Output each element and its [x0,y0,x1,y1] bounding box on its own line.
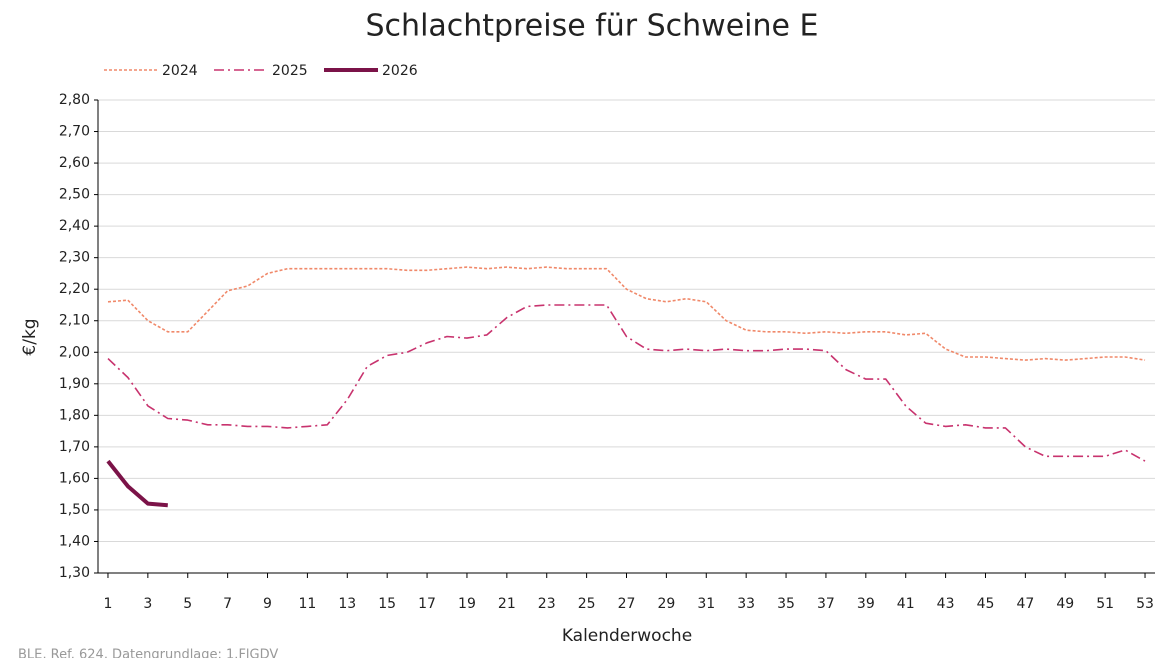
x-tick-label: 43 [937,596,955,612]
y-tick-label: 2,20 [59,281,90,297]
y-tick-label: 2,80 [59,92,90,108]
x-tick-label: 27 [618,596,636,612]
chart-title: Schlachtpreise für Schweine E [366,9,819,44]
y-tick-label: 1,70 [59,439,90,455]
x-tick-label: 21 [498,596,516,612]
x-tick-label: 29 [657,596,675,612]
x-tick-label: 9 [263,596,272,612]
y-tick-label: 1,50 [59,502,90,518]
y-tick-label: 1,80 [59,407,90,423]
series-line [107,266,1146,361]
x-tick-label: 25 [578,596,596,612]
x-tick-label: 35 [777,596,795,612]
x-tick-label: 53 [1136,596,1154,612]
x-tick-label: 31 [697,596,715,612]
x-tick-label: 47 [1016,596,1034,612]
series-line [106,459,168,508]
x-tick-label: 23 [538,596,556,612]
x-tick-label: 1 [104,596,113,612]
y-tick-label: 2,30 [59,250,90,266]
y-tick-label: 2,70 [59,124,90,140]
x-tick-label: 49 [1056,596,1074,612]
x-tick-label: 19 [458,596,476,612]
x-tick-label: 5 [183,596,192,612]
x-tick-label: 39 [857,596,875,612]
x-tick-label: 17 [418,596,436,612]
x-tick-label: 7 [223,596,232,612]
x-tick-label: 15 [378,596,396,612]
y-tick-label: 2,50 [59,187,90,203]
y-tick-label: 2,00 [59,344,90,360]
x-tick-label: 11 [298,596,316,612]
x-tick-label: 13 [338,596,356,612]
y-tick-label: 2,10 [59,313,90,329]
x-tick-label: 51 [1096,596,1114,612]
x-tick-label: 3 [143,596,152,612]
y-tick-label: 2,40 [59,218,90,234]
legend-label: 2026 [382,63,418,79]
x-axis-label: Kalenderwoche [562,626,692,646]
y-tick-label: 2,60 [59,155,90,171]
x-tick-label: 33 [737,596,755,612]
y-axis-label: €/kg [20,318,40,355]
y-tick-label: 1,90 [59,376,90,392]
legend-label: 2024 [162,63,198,79]
y-tick-label: 1,30 [59,565,90,581]
x-tick-label: 41 [897,596,915,612]
y-tick-label: 1,60 [59,470,90,486]
legend-label: 2025 [272,63,308,79]
y-tick-label: 1,40 [59,533,90,549]
x-tick-label: 45 [977,596,995,612]
x-tick-label: 37 [817,596,835,612]
source-note: BLE, Ref. 624, Datengrundlage: 1.FlGDV [18,648,278,659]
series-line [107,304,1146,462]
